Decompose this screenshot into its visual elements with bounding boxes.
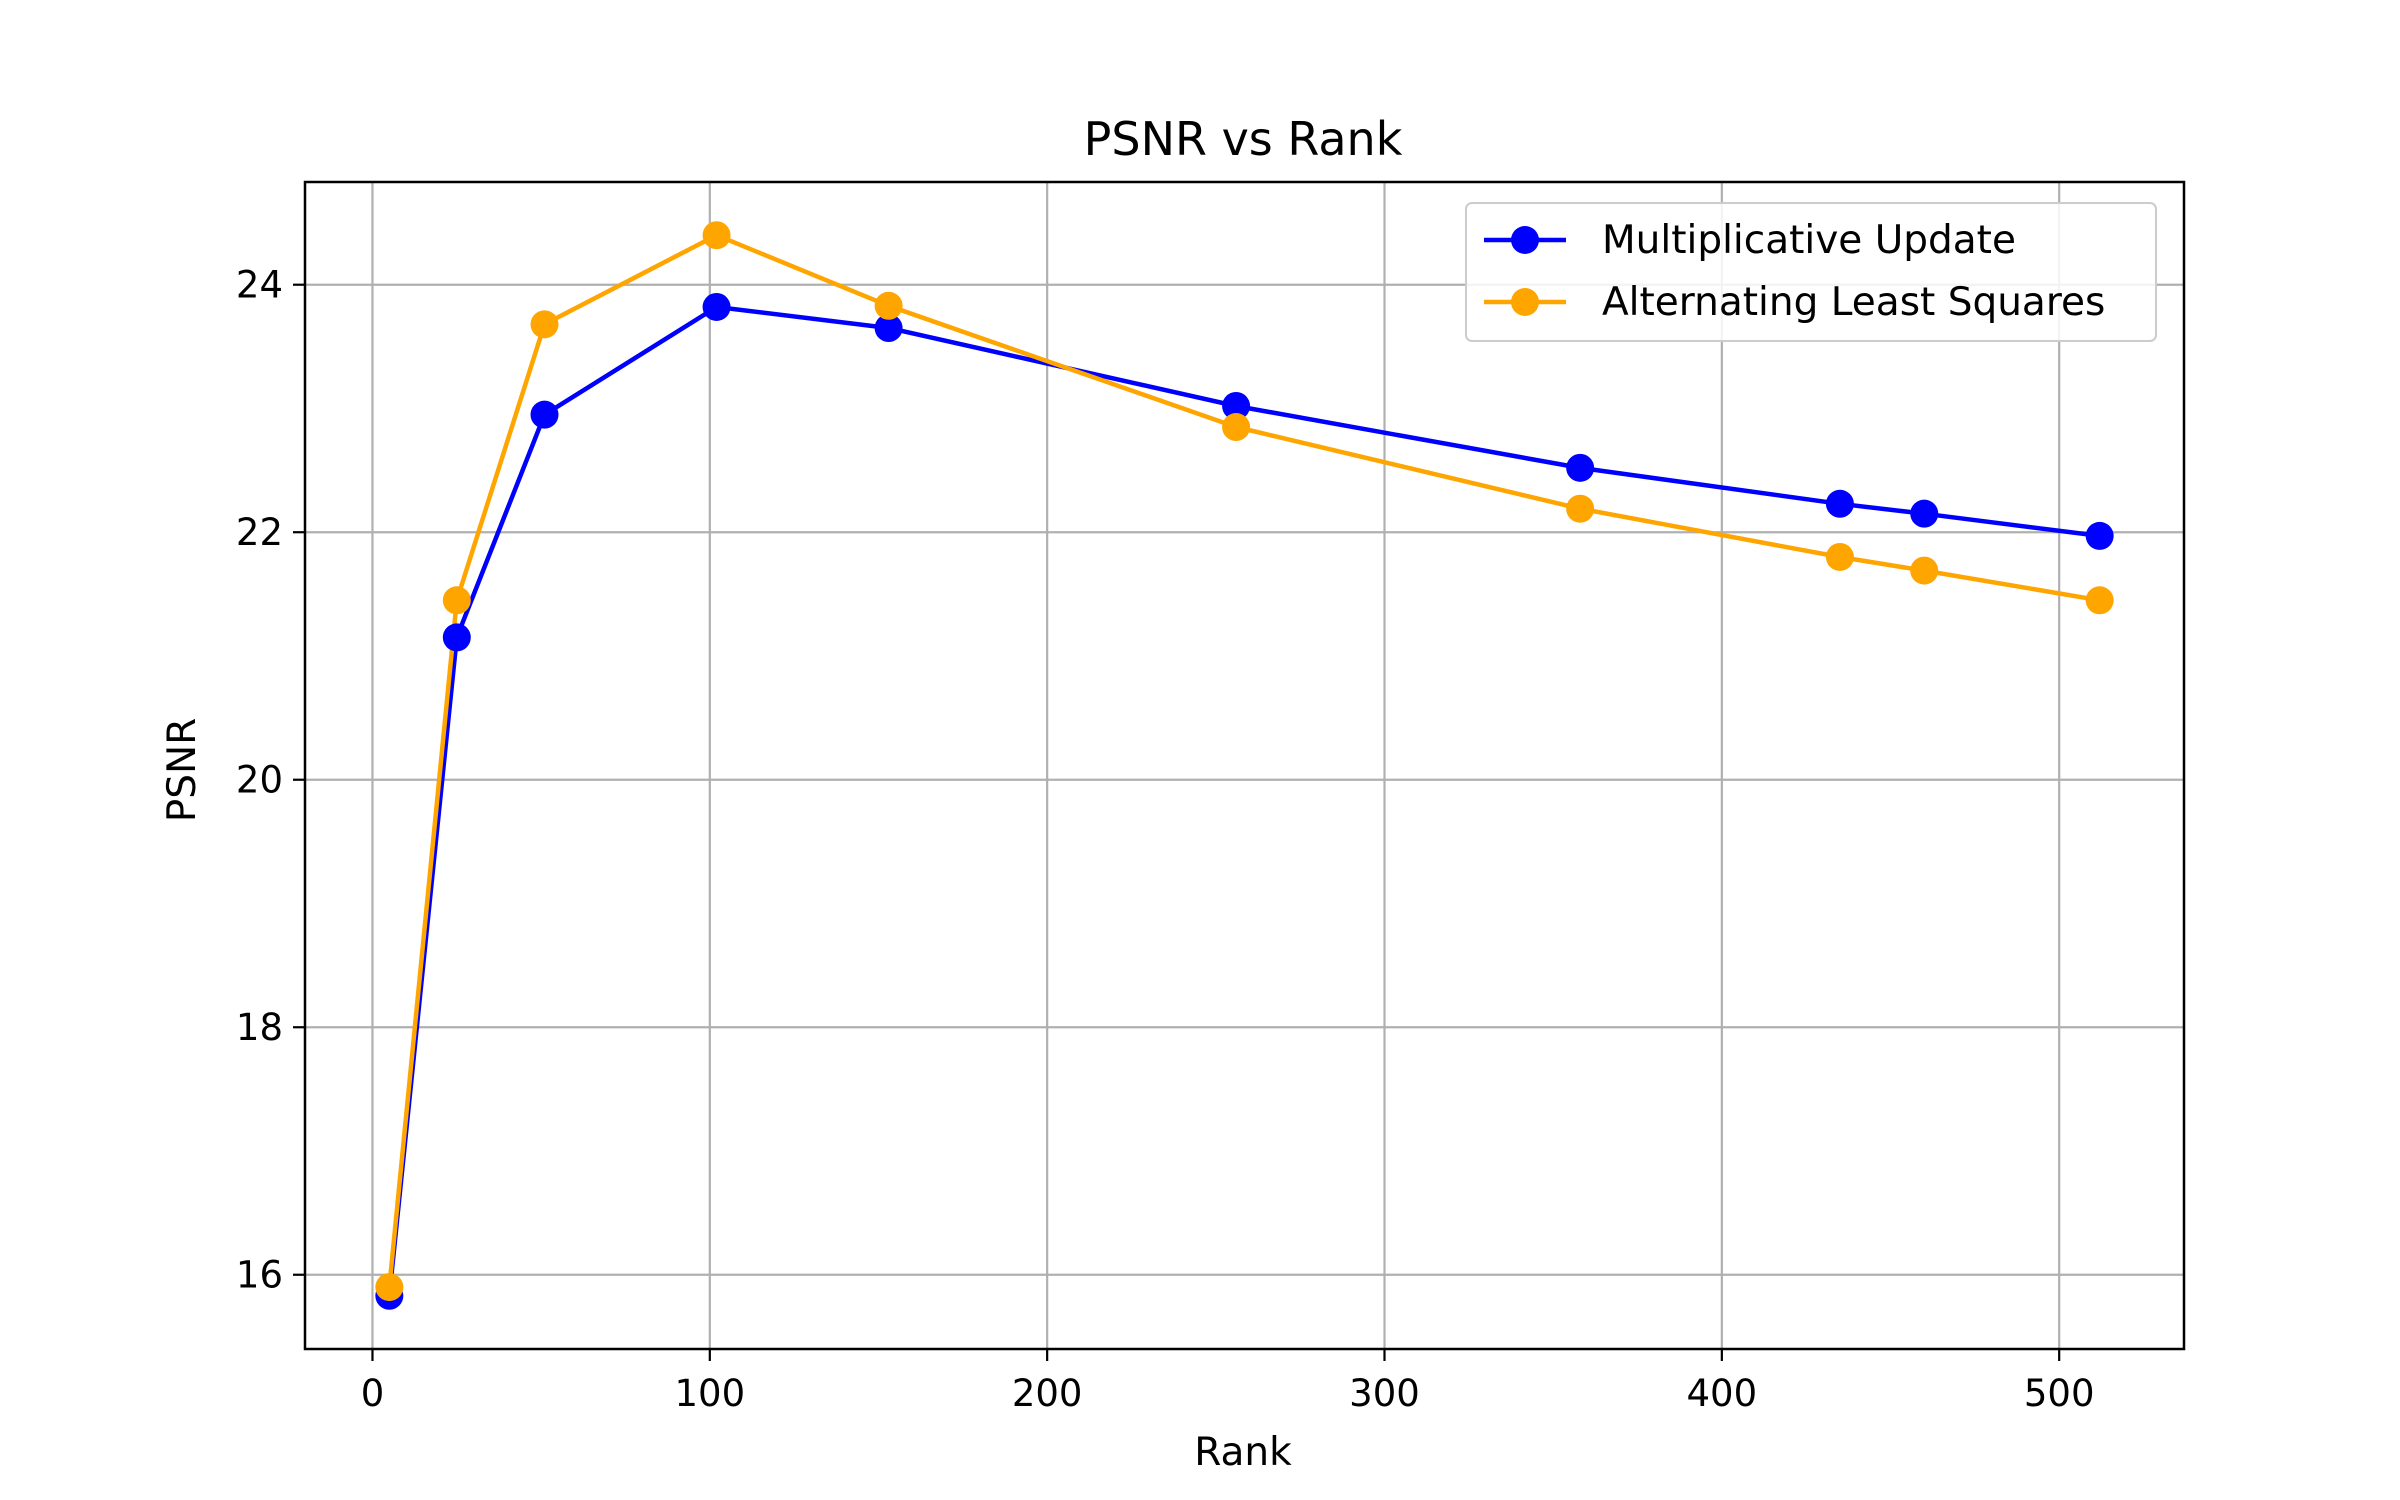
data-point-multiplicative-update <box>702 292 731 321</box>
data-point-multiplicative-update <box>1825 489 1854 518</box>
data-point-alternating-least-squares <box>874 291 903 320</box>
data-point-alternating-least-squares <box>2085 586 2114 615</box>
chart-title: PSNR vs Rank <box>1084 112 1403 166</box>
y-tick-label: 20 <box>236 759 283 802</box>
data-point-alternating-least-squares <box>375 1273 404 1302</box>
data-point-alternating-least-squares <box>1825 542 1854 571</box>
data-point-multiplicative-update <box>442 623 471 652</box>
data-point-multiplicative-update <box>1910 499 1939 528</box>
x-axis-ticks: 0 100 200 300 400 500 <box>361 1349 2095 1415</box>
y-tick-label: 24 <box>236 264 283 307</box>
x-tick-label: 200 <box>1012 1372 1083 1415</box>
data-point-alternating-least-squares <box>702 221 731 250</box>
data-point-alternating-least-squares <box>1566 494 1595 523</box>
legend: Multiplicative Update Alternating Least … <box>1465 202 2157 342</box>
legend-marker-multiplicative-update <box>1511 226 1539 254</box>
data-point-multiplicative-update <box>2085 521 2114 550</box>
data-point-multiplicative-update <box>530 400 559 429</box>
x-axis-title: Rank <box>1194 1430 1292 1475</box>
x-tick-label: 100 <box>674 1372 745 1415</box>
data-point-multiplicative-update <box>1222 391 1251 420</box>
plot-frame <box>303 180 2186 1351</box>
legend-label-multiplicative-update: Multiplicative Update <box>1602 218 2016 263</box>
y-axis-ticks: 16 18 20 22 24 <box>236 264 305 1297</box>
y-tick-label: 16 <box>236 1254 283 1297</box>
legend-marker-alternating-least-squares <box>1511 288 1539 316</box>
x-tick-label: 500 <box>2024 1372 2095 1415</box>
data-point-alternating-least-squares <box>442 586 471 615</box>
x-tick-label: 300 <box>1349 1372 1420 1415</box>
series-line-alternating-least-squares <box>387 232 2101 1288</box>
series-points <box>375 221 2114 1310</box>
data-point-multiplicative-update <box>874 314 903 343</box>
legend-box <box>1465 202 2157 342</box>
y-axis-title: PSNR <box>160 718 205 823</box>
data-point-alternating-least-squares <box>1222 413 1251 442</box>
series-lines <box>387 232 2101 1297</box>
x-tick-label: 0 <box>361 1372 385 1415</box>
y-tick-label: 22 <box>236 511 283 554</box>
y-tick-label: 18 <box>236 1006 283 1049</box>
x-tick-label: 400 <box>1687 1372 1758 1415</box>
legend-label-alternating-least-squares: Alternating Least Squares <box>1602 280 2105 325</box>
data-point-alternating-least-squares <box>530 310 559 339</box>
data-point-alternating-least-squares <box>1910 556 1939 585</box>
data-point-multiplicative-update <box>1566 453 1595 482</box>
